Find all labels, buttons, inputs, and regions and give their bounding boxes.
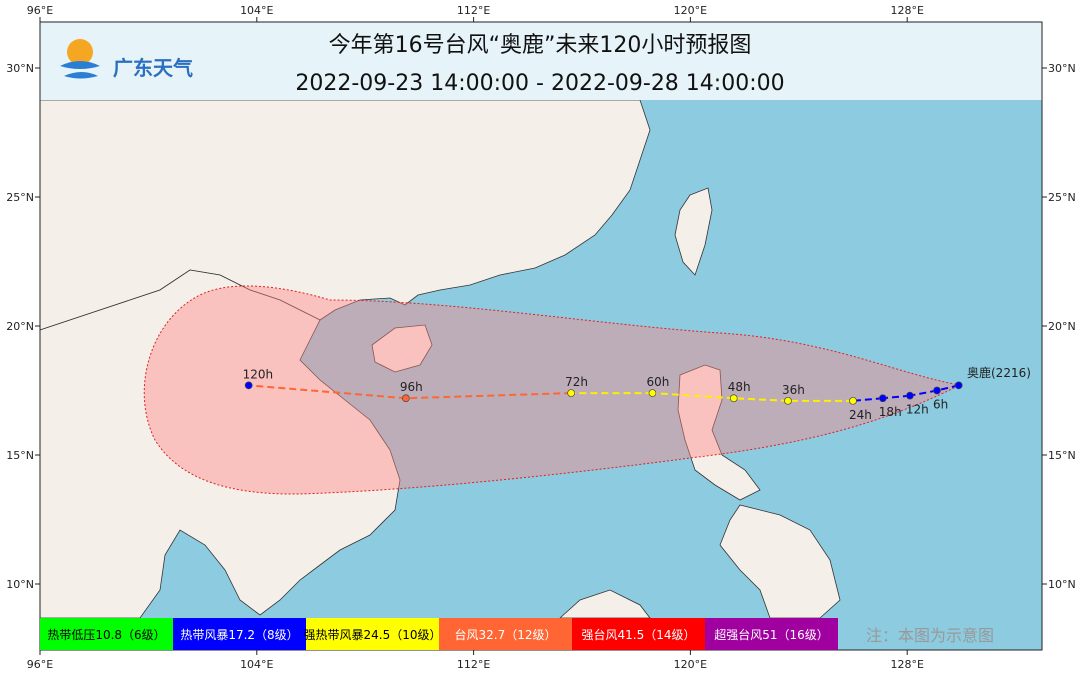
legend-item: 强台风41.5（14级） — [572, 618, 705, 650]
lon-tick-label: 120°E — [674, 658, 707, 671]
track-point[interactable] — [784, 396, 792, 405]
logo-text: 广东天气 — [113, 56, 193, 80]
lat-tick-label: 25°N — [6, 191, 34, 204]
lon-tick-label: 96°E — [27, 658, 53, 671]
track-point[interactable] — [954, 381, 963, 390]
track-point[interactable] — [933, 386, 941, 395]
forecast-cone — [143, 285, 962, 495]
lon-tick-label: 112°E — [457, 4, 490, 17]
track-point[interactable] — [648, 389, 657, 397]
taiwan — [674, 187, 713, 276]
track-point[interactable] — [849, 396, 857, 405]
map-subtitle: 2022-09-23 14:00:00 - 2022-09-28 14:00:0… — [295, 71, 784, 96]
track-point-label: 36h — [782, 383, 805, 397]
lat-tick-label: 10°N — [6, 578, 34, 591]
lat-tick-label: 15°N — [1048, 449, 1076, 462]
lat-tick-label: 20°N — [1048, 320, 1076, 333]
lon-tick-label: 104°E — [240, 4, 273, 17]
title-band — [40, 22, 1042, 100]
track-point-label: 48h — [728, 380, 751, 394]
track-segment — [405, 392, 572, 400]
track-segment — [909, 389, 938, 397]
track-segment — [652, 392, 734, 400]
disclaimer-note: 注：本图为示意图 — [866, 626, 995, 645]
track-point-label: 72h — [565, 375, 588, 389]
typhoon-track: 6h 12h 18h 24h 36h 48h 60h 72h 96h 120h — [243, 367, 963, 422]
land — [39, 99, 841, 619]
lat-tick-label: 25°N — [1048, 191, 1076, 204]
track-point[interactable] — [567, 389, 576, 397]
map-title: 今年第16号台风“奥鹿”未来120小时预报图 — [329, 33, 752, 58]
legend-item: 台风32.7（12级） — [439, 618, 572, 650]
lat-tick-label: 20°N — [6, 320, 34, 333]
track-point[interactable] — [906, 391, 914, 400]
track-point-label: 18h — [879, 405, 902, 419]
track-point-label: 60h — [646, 375, 669, 389]
track-segment — [852, 397, 883, 402]
axis-ticks: 96°E 96°E 104°E 104°E 112°E 112°E 120°E 120°E 12… — [6, 4, 1075, 671]
track-point-label: 12h — [906, 403, 929, 417]
track-point-label: 120h — [243, 367, 274, 381]
lon-tick-label: 128°E — [890, 4, 923, 17]
lat-tick-label: 30°N — [6, 62, 34, 75]
track-point-label: 6h — [933, 398, 948, 412]
track-point[interactable] — [402, 394, 410, 403]
track-segment — [248, 384, 406, 400]
track-segment — [882, 394, 911, 400]
track-segment — [733, 397, 789, 402]
track-point-label: 24h — [849, 408, 872, 422]
lon-tick-label: 112°E — [457, 658, 490, 671]
track-point-label: 96h — [400, 380, 423, 394]
track-point[interactable] — [878, 394, 887, 403]
indochina — [39, 269, 401, 619]
hainan — [371, 324, 433, 373]
luzon — [677, 364, 761, 501]
legend-item: 强热带风暴24.5（10级） — [304, 618, 442, 650]
typhoon-name-label: 奥鹿(2216) — [967, 365, 1031, 380]
map-frame — [39, 21, 1043, 651]
lon-tick-label: 120°E — [674, 4, 707, 17]
legend-item: 超强台风51（16级） — [705, 618, 838, 650]
track-point[interactable] — [244, 381, 253, 390]
legend-item: 热带低压10.8（6级） — [40, 618, 173, 650]
track-point[interactable] — [729, 394, 738, 403]
legend-item: 热带风暴17.2（8级） — [173, 618, 306, 650]
lat-tick-label: 30°N — [1048, 62, 1076, 75]
lat-tick-label: 15°N — [6, 449, 34, 462]
lon-tick-label: 104°E — [240, 658, 273, 671]
lon-tick-label: 96°E — [27, 4, 53, 17]
sun-wave-logo-icon — [60, 39, 100, 79]
lon-tick-label: 128°E — [890, 658, 923, 671]
lat-tick-label: 10°N — [1048, 578, 1076, 591]
